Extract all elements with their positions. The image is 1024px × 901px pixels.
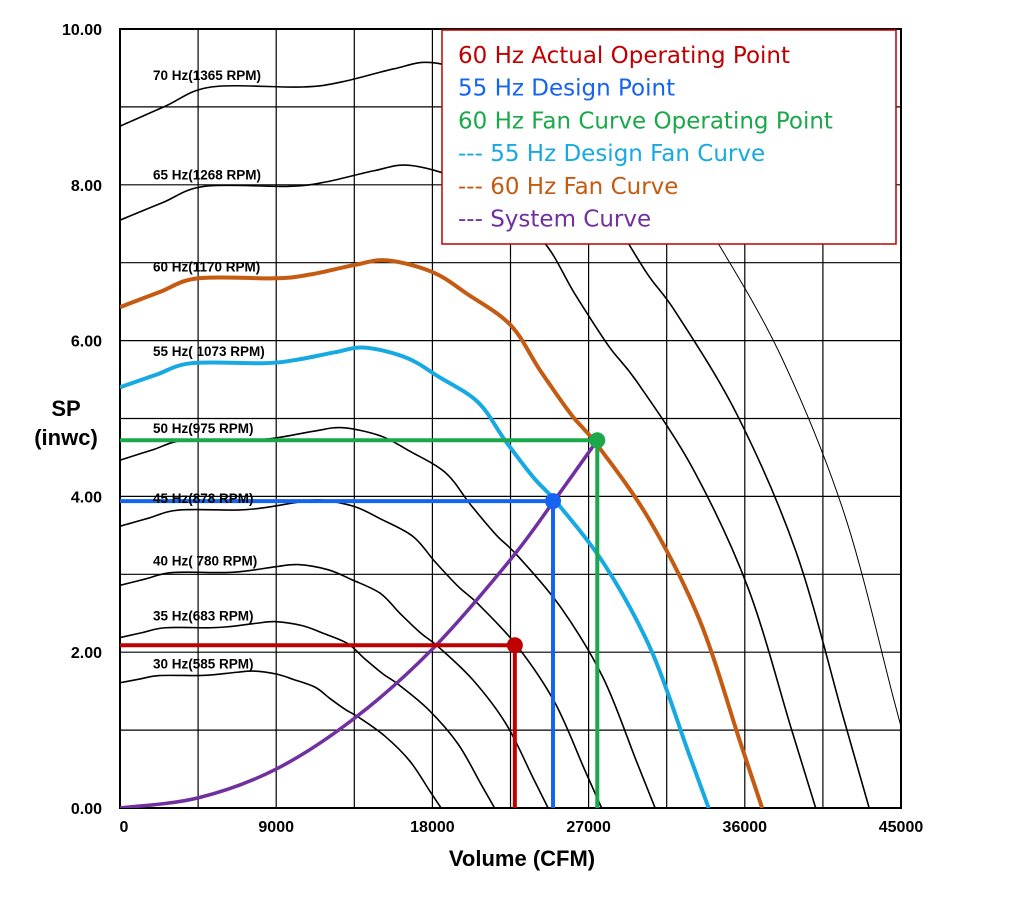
grid (119, 28, 902, 809)
speed-curve-label: 55 Hz( 1073 RPM) (153, 344, 265, 359)
speed-curve-30hz (120, 670, 442, 808)
speed-curve-label: 60 Hz(1170 RPM) (153, 259, 260, 274)
operating-point-marker-0 (506, 637, 523, 654)
speed-curve-label: 40 Hz( 780 RPM) (153, 554, 257, 569)
fan-curve-60hz (120, 258, 765, 808)
y-tick-label: 0.00 (71, 801, 102, 818)
fan-curve-55hz (120, 345, 711, 808)
speed-curve-label: 35 Hz(683 RPM) (153, 609, 254, 624)
legend-entry: 55 Hz Design Point (458, 76, 675, 102)
y-tick-label: 2.00 (71, 645, 102, 662)
speed-curve-45hz (120, 499, 603, 808)
speed-curve-label: 30 Hz(585 RPM) (153, 657, 254, 672)
legend-box (441, 29, 897, 245)
tick-labels: 0 9000 18000 27000 36000 45000 0.00 2.00 4.00 6.0… (62, 22, 923, 836)
operating-point-guide-1 (120, 499, 556, 808)
curve-labels: 30 Hz(585 RPM) 35 Hz(683 RPM) 40 Hz( 780 R… (153, 68, 265, 672)
operating-point-marker-2 (589, 432, 606, 449)
x-tick-label: 27000 (566, 819, 611, 836)
x-tick-label: 36000 (723, 819, 768, 836)
speed-curve-label: 45 Hz(878 RPM) (153, 491, 254, 506)
legend: 60 Hz Actual Operating Point 55 Hz Design… (441, 29, 897, 245)
y-tick-label: 10.00 (62, 22, 102, 39)
x-tick-label: 45000 (879, 819, 924, 836)
x-tick-label: 9000 (258, 819, 294, 836)
y-tick-label: 6.00 (71, 334, 102, 351)
x-tick-label: 0 (120, 819, 129, 836)
x-tick-label: 18000 (410, 819, 455, 836)
speed-curve-label: 65 Hz(1268 RPM) (153, 167, 261, 182)
legend-entry: --- 55 Hz Design Fan Curve (458, 141, 765, 167)
legend-entry: 60 Hz Fan Curve Operating Point (458, 108, 833, 134)
series (120, 258, 765, 808)
y-axis-label-line1: SP (51, 396, 80, 421)
speed-curve-label: 50 Hz(975 RPM) (153, 421, 254, 436)
speed-curve-label: 70 Hz(1365 RPM) (153, 68, 261, 83)
speed-curve-40hz (120, 563, 549, 808)
y-tick-label: 8.00 (71, 178, 102, 195)
legend-entry: --- System Curve (458, 207, 651, 233)
speed-curve-60hz (120, 259, 763, 808)
x-axis-label: Volume (CFM) (449, 846, 595, 871)
speed-curve-55hz (120, 346, 710, 808)
legend-entry: 60 Hz Actual Operating Point (458, 43, 790, 69)
y-axis-label-line2: (inwc) (34, 425, 98, 450)
system-curve (120, 439, 599, 808)
operating-point-marker-1 (545, 493, 562, 510)
y-tick-label: 4.00 (71, 489, 102, 506)
legend-entry: --- 60 Hz Fan Curve (458, 174, 678, 200)
speed-curve-35hz (120, 620, 496, 808)
